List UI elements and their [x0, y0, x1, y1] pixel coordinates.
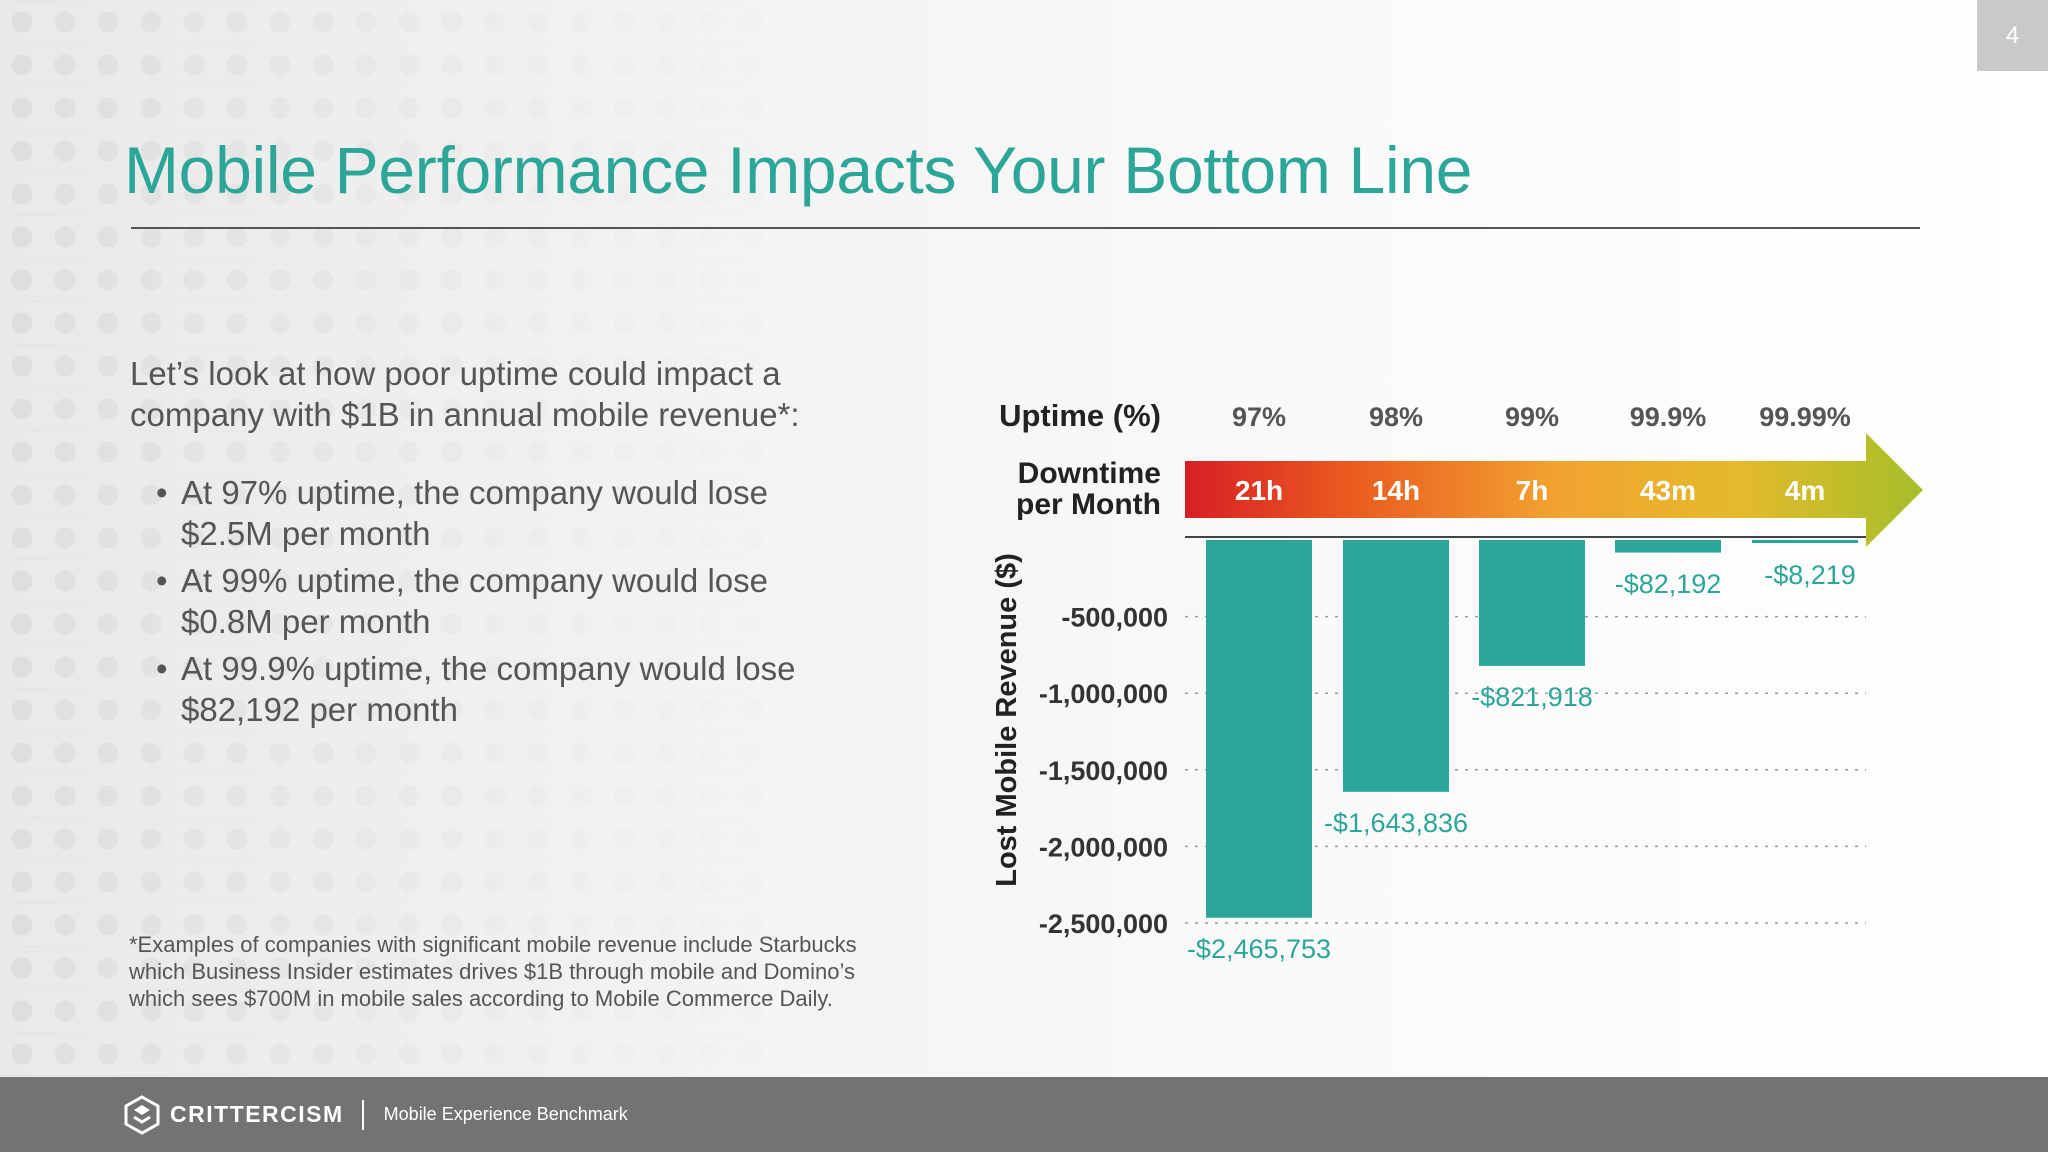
footer-separator [361, 1099, 364, 1130]
y-tick-label: -1,500,000 [1039, 756, 1168, 786]
downtime-label: 14h [1372, 475, 1420, 506]
footer-caption: Mobile Experience Benchmark [383, 1104, 628, 1124]
uptime-label: 99% [1505, 402, 1559, 432]
y-axis-label: Lost Mobile Revenue ($) [991, 553, 1023, 887]
footnote: *Examples of companies with significant … [129, 932, 857, 1011]
uptime-label: 97% [1232, 402, 1286, 432]
downtime-label: 4m [1785, 475, 1825, 506]
uptime-label: 98% [1369, 402, 1423, 432]
slide-title: Mobile Performance Impacts Your Bottom L… [124, 133, 1473, 207]
y-tick-label: -2,500,000 [1039, 909, 1168, 939]
data-label: -$821,918 [1471, 682, 1593, 712]
data-label: -$82,192 [1615, 569, 1722, 599]
title-divider [131, 227, 1920, 229]
data-label: -$1,643,836 [1324, 808, 1468, 838]
downtime-label: 43m [1640, 475, 1696, 506]
downtime-header: per Month [1016, 488, 1161, 521]
downtime-label: 21h [1235, 475, 1283, 506]
brand-name: CRITTERCISM [170, 1101, 344, 1127]
uptime-header: Uptime (%) [999, 398, 1161, 433]
footer-bar: CRITTERCISM Mobile Experience Benchmark [0, 1077, 2048, 1152]
bar [1615, 540, 1721, 553]
crittercism-logo-icon [124, 1094, 160, 1135]
y-tick-label: -2,000,000 [1039, 832, 1168, 862]
bar [1752, 540, 1858, 543]
y-tick-label: -500,000 [1061, 603, 1168, 633]
downtime-arrow [1185, 433, 1923, 547]
data-label: -$2,465,753 [1187, 934, 1331, 964]
bullet-item: At 97% uptime, the company would lose $2… [156, 472, 796, 554]
bullet-item: At 99.9% uptime, the company would lose … [156, 648, 796, 730]
downtime-label: 7h [1516, 475, 1549, 506]
page-number: 4 [1977, 0, 2048, 71]
bar [1479, 540, 1585, 666]
bar [1206, 540, 1312, 918]
bar [1343, 540, 1449, 792]
uptime-label: 99.99% [1759, 402, 1851, 432]
revenue-loss-chart: -500,000 -1,000,000 -1,500,000 -2,000,000 -2… [991, 398, 1923, 964]
y-tick-label: -1,000,000 [1039, 679, 1168, 709]
intro-text: Let’s look at how poor uptime could impa… [130, 355, 800, 433]
bullet-list: At 97% uptime, the company would lose $2… [156, 472, 796, 736]
bullet-item: At 99% uptime, the company would lose $0… [156, 560, 796, 642]
downtime-header: Downtime [1018, 457, 1161, 490]
uptime-label: 99.9% [1630, 402, 1707, 432]
data-label: -$8,219 [1764, 560, 1856, 590]
